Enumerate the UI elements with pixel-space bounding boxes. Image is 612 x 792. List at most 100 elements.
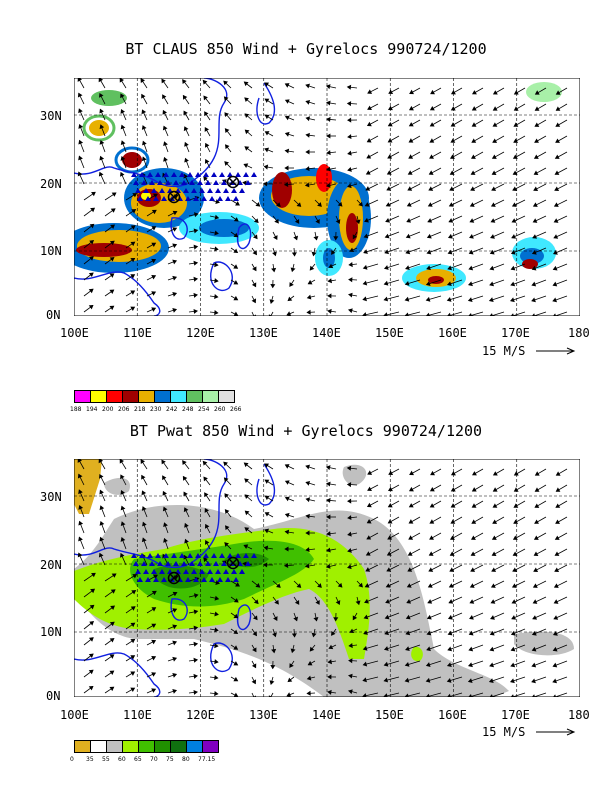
wind-vector-head	[552, 297, 558, 303]
colorbar-tick-label: 194	[86, 406, 98, 413]
wind-vector-head	[554, 567, 560, 572]
wind-vector-head	[91, 572, 96, 578]
panel1-title: BT CLAUS 850 Wind + Gyrelocs 990724/1200	[125, 40, 487, 58]
wind-vector-head	[225, 144, 230, 150]
wind-vector-head	[406, 202, 412, 207]
wind-vector-head	[120, 155, 126, 161]
wind-vector-head	[214, 643, 219, 649]
wind-vector-head	[348, 689, 353, 695]
wind-vector-head	[513, 503, 519, 508]
wind-vector-head	[383, 646, 389, 651]
wind-vector-head	[273, 235, 278, 240]
wind-vector-head	[89, 223, 95, 229]
colorbar-tick-label: 200	[102, 406, 114, 413]
gyre-track-marker	[143, 569, 149, 574]
p1-lat-20n: 20N	[40, 177, 62, 191]
wind-vector-head	[409, 470, 414, 476]
wind-vector-head	[223, 461, 228, 467]
colorbar-swatch	[186, 740, 203, 753]
wind-vector-head	[263, 181, 268, 187]
wind-vector-head	[446, 281, 452, 287]
wind-vector-head	[264, 479, 270, 484]
wind-vector-head	[490, 234, 495, 239]
gyre-track-marker	[209, 577, 215, 582]
claus-wind-map	[74, 78, 580, 316]
colorbar-swatch	[74, 740, 91, 753]
wind-vector-head	[78, 504, 84, 510]
wind-vector-head	[362, 296, 367, 302]
wind-vector-head	[151, 209, 157, 215]
wind-vector-head	[450, 487, 456, 492]
wind-vector-head	[264, 82, 270, 87]
wind-vector-head	[363, 233, 369, 239]
colorbar-tick-label: 60	[118, 756, 126, 763]
wind-vector-head	[109, 654, 115, 659]
gyre-track-marker	[245, 180, 251, 185]
wind-vector-head	[346, 101, 352, 107]
wind-vector-head	[305, 480, 311, 486]
gyre-track-marker	[223, 569, 229, 574]
wind-vector-head	[387, 502, 393, 508]
wind-vector-head	[284, 512, 290, 518]
wind-vector-head	[224, 112, 229, 117]
wind-vector-head	[429, 503, 435, 508]
gyre-track-marker	[243, 172, 249, 177]
wind-vector-head	[264, 98, 270, 103]
wind-vector-head	[552, 265, 558, 271]
wind-vector-head	[386, 170, 392, 175]
wind-vector-head	[471, 138, 477, 143]
gyre-track-marker	[197, 561, 203, 566]
wind-vector-head	[446, 693, 451, 697]
wind-vector-head	[99, 108, 104, 114]
wind-vector-head	[427, 202, 433, 207]
wind-vector-head	[306, 294, 312, 300]
wind-vector-head	[214, 294, 219, 300]
wind-vector-head	[511, 218, 517, 223]
wind-vector-head	[425, 281, 431, 286]
wind-vector-head	[554, 154, 560, 159]
wind-vector	[270, 311, 274, 316]
wind-vector-head	[510, 249, 516, 255]
wind-vector-head	[141, 109, 147, 115]
colorbar-tick-label: 80	[182, 756, 190, 763]
gyre-track-marker	[159, 188, 165, 193]
colorbar-swatch	[90, 390, 107, 403]
gyre-track-marker	[203, 172, 209, 177]
wind-vector-head	[293, 235, 299, 241]
wind-vector-head	[490, 202, 496, 207]
wind-vector-head	[182, 79, 187, 85]
wind-vector-head	[326, 166, 331, 172]
wind-vector-head	[141, 156, 147, 162]
wind-vector-head	[244, 478, 249, 483]
wind-vector-head	[276, 583, 281, 588]
wind-vector-head	[470, 567, 476, 572]
wind-vector-head	[383, 280, 389, 286]
wind-vector-head	[534, 122, 540, 127]
wind-vector-head	[385, 599, 391, 604]
wind-vector-head	[408, 535, 414, 540]
wind-vector-head	[132, 193, 138, 198]
colorbar-swatch	[202, 390, 219, 403]
wind-vector-head	[130, 655, 136, 660]
wind-vector-head	[352, 234, 358, 240]
wind-vector-head	[233, 676, 239, 682]
wind-vector-head	[326, 100, 331, 106]
gyre-track-marker	[207, 188, 213, 193]
colorbar-tick-label: 77.15	[198, 756, 216, 763]
gyre-track-marker	[139, 553, 145, 558]
wind-vector-head	[313, 616, 319, 622]
gyre-track-marker	[157, 180, 163, 185]
wind-vector-head	[333, 617, 339, 622]
wind-vector-head	[202, 79, 208, 85]
colorbar-swatch	[218, 390, 235, 403]
wind-vector-head	[468, 265, 474, 271]
wind-vector-head	[255, 202, 261, 207]
wind-vector-head	[273, 616, 278, 621]
wind-vector-head	[161, 459, 166, 465]
wind-vector-head	[109, 273, 115, 278]
gyre-track-marker	[227, 172, 233, 177]
wind-vector-head	[151, 656, 157, 661]
wind-vector-head	[141, 474, 146, 480]
wind-vector-head	[347, 134, 352, 140]
wind-vector-head	[172, 259, 178, 265]
